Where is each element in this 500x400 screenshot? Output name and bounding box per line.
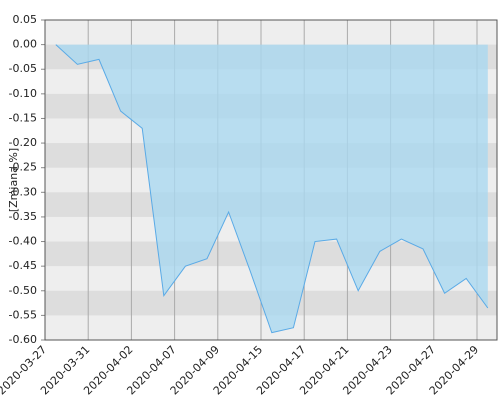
y-tick-label: -0.15 (9, 111, 37, 124)
y-tick-label: -0.60 (9, 333, 37, 346)
y-tick-label: -0.45 (9, 259, 37, 272)
y-tick-label: -0.55 (9, 308, 37, 321)
y-tick-label: -0.35 (9, 210, 37, 223)
y-tick-label: -0.40 (9, 235, 37, 248)
y-axis-label: [Zmiana %] (7, 148, 20, 212)
y-tick-label: 0.05 (13, 13, 38, 26)
y-tick-label: -0.50 (9, 284, 37, 297)
y-tick-label: 0.00 (13, 38, 38, 51)
plot-border (44, 19, 498, 341)
y-tick-label: -0.25 (9, 161, 37, 174)
y-tick-label: -0.05 (9, 62, 37, 75)
y-tick-label: -0.30 (9, 185, 37, 198)
y-tick-label: -0.20 (9, 136, 37, 149)
area (55, 44, 488, 333)
line (55, 44, 489, 334)
y-tick-label: -0.10 (9, 87, 37, 100)
